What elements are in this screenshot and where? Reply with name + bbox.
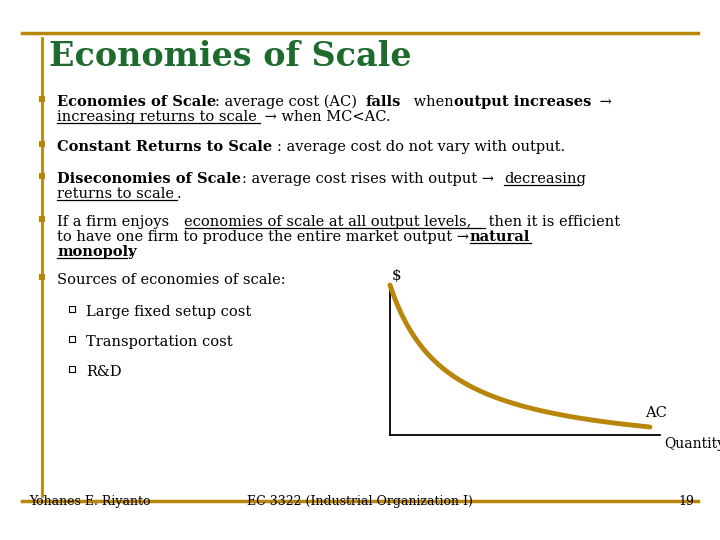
Text: when: when bbox=[410, 95, 459, 109]
Text: falls: falls bbox=[365, 95, 401, 109]
Text: Constant Returns to Scale: Constant Returns to Scale bbox=[57, 140, 272, 154]
Text: Yohanes E. Riyanto: Yohanes E. Riyanto bbox=[29, 495, 150, 508]
Text: 19: 19 bbox=[679, 495, 695, 508]
Text: output increases: output increases bbox=[454, 95, 592, 109]
Text: increasing returns to scale: increasing returns to scale bbox=[57, 110, 257, 124]
Text: Diseconomies of Scale: Diseconomies of Scale bbox=[57, 172, 241, 186]
Text: Economies of Scale: Economies of Scale bbox=[57, 95, 216, 109]
Text: $: $ bbox=[392, 269, 402, 283]
Text: decreasing: decreasing bbox=[504, 172, 586, 186]
Text: Sources of economies of scale:: Sources of economies of scale: bbox=[57, 273, 286, 287]
Text: R&D: R&D bbox=[86, 365, 122, 379]
Text: →: → bbox=[595, 95, 612, 109]
Text: → when MC<AC.: → when MC<AC. bbox=[259, 110, 390, 124]
Text: natural: natural bbox=[469, 230, 530, 244]
Text: EC 3322 (Industrial Organization I): EC 3322 (Industrial Organization I) bbox=[247, 495, 473, 508]
Text: Large fixed setup cost: Large fixed setup cost bbox=[86, 305, 251, 319]
Text: monopoly: monopoly bbox=[57, 245, 137, 259]
Text: returns to scale: returns to scale bbox=[57, 187, 174, 201]
Text: : average cost do not vary with output.: : average cost do not vary with output. bbox=[277, 140, 565, 154]
Text: economies of scale at all output levels,: economies of scale at all output levels, bbox=[184, 215, 472, 229]
Text: .: . bbox=[177, 187, 181, 201]
Text: then it is efficient: then it is efficient bbox=[485, 215, 621, 229]
Text: to have one firm to produce the entire market output →: to have one firm to produce the entire m… bbox=[57, 230, 474, 244]
Text: : average cost rises with output →: : average cost rises with output → bbox=[242, 172, 498, 186]
Text: AC: AC bbox=[645, 406, 667, 420]
Text: .: . bbox=[127, 245, 132, 259]
Text: If a firm enjoys: If a firm enjoys bbox=[57, 215, 174, 229]
Text: : average cost (AC): : average cost (AC) bbox=[215, 95, 362, 110]
Text: Economies of Scale: Economies of Scale bbox=[49, 40, 412, 73]
Text: Quantity: Quantity bbox=[664, 437, 720, 451]
Text: Transportation cost: Transportation cost bbox=[86, 335, 233, 349]
